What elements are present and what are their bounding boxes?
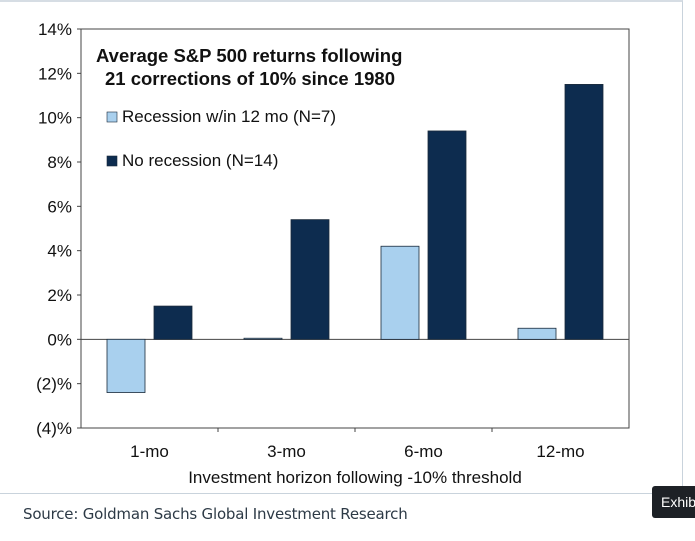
legend-swatch-recession (106, 111, 118, 123)
bar-no-recession-1-mo (153, 305, 193, 340)
x-tick-label: 3-mo (267, 442, 306, 461)
figure-frame (0, 0, 683, 494)
bar-recession-1-mo (106, 338, 146, 393)
bar-no-recession-3-mo (290, 219, 330, 340)
y-tick-label: 4% (47, 242, 72, 261)
bar-chart: 14% 12% 10% 8% 6% 4% 2% 0% (2)% (4)% 1-mo 3-mo 6-mo 1… (36, 20, 630, 487)
plot-area: 14% 12% 10% 8% 6% 4% 2% 0% (2)% (4)% 1-mo 3-mo 6-mo 1… (36, 20, 630, 487)
y-tick-label: 14% (38, 20, 72, 39)
source-caption: Source: Goldman Sachs Global Investment … (23, 505, 408, 523)
y-tick-label: 2% (47, 286, 72, 305)
x-tick-label: 12-mo (536, 442, 584, 461)
y-tick-label: 8% (47, 153, 72, 172)
exhibit-tab[interactable]: Exhibit (652, 486, 695, 518)
bar-no-recession-6-mo (427, 130, 467, 340)
x-tick-label: 6-mo (404, 442, 443, 461)
x-tick-label: 1-mo (130, 442, 169, 461)
legend-label-no-recession: No recession (N=14) (122, 151, 278, 170)
bar-no-recession-12-mo (564, 84, 604, 340)
legend-label-recession: Recession w/in 12 mo (N=7) (122, 107, 336, 126)
y-tick-label: 10% (38, 109, 72, 128)
y-tick-label: 6% (47, 197, 72, 216)
bar-recession-12-mo (517, 327, 557, 340)
bar-recession-3-mo (243, 337, 283, 340)
bar-recession-6-mo (380, 245, 420, 340)
chart-title-line-2: 21 corrections of 10% since 1980 (105, 68, 395, 89)
legend-swatch-no-recession (106, 155, 118, 167)
y-tick-label: (4)% (36, 419, 72, 438)
x-axis-label: Investment horizon following -10% thresh… (188, 468, 522, 487)
y-tick-label: 12% (38, 64, 72, 83)
y-tick-label: (2)% (36, 375, 72, 394)
chart-title-line-1: Average S&P 500 returns following (96, 45, 402, 66)
y-tick-label: 0% (47, 330, 72, 349)
